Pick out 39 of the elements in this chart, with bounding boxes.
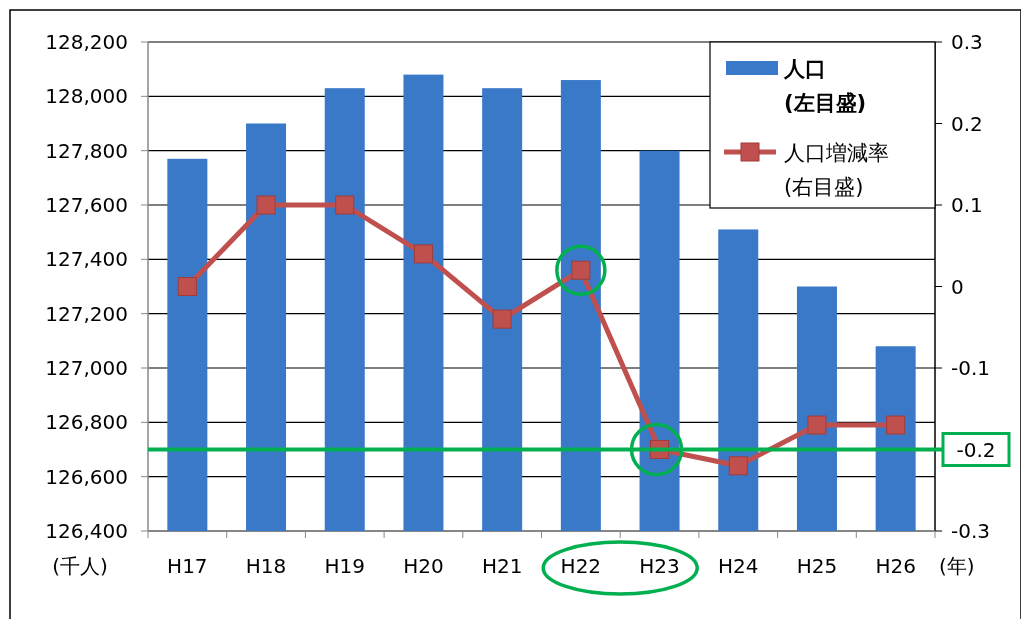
point [728, 456, 748, 476]
x-tick-label: H23 [639, 554, 680, 578]
y2-tick-label: 0.1 [951, 193, 983, 217]
y-tick-label: 126,800 [45, 410, 128, 435]
x-tick-label: H22 [560, 554, 602, 578]
y-tick-label: 128,200 [45, 30, 128, 54]
y-tick-label: 127,000 [45, 356, 128, 380]
legend-label: 人口 (左目盛) [783, 57, 867, 115]
y-tick-label: 126,600 [45, 464, 128, 489]
y2-tick-label: 0.2 [951, 111, 983, 136]
y-tick-label: 127,600 [45, 193, 128, 217]
x-tick-label: H26 [875, 554, 916, 578]
y2-tick-label: -0.3 [951, 519, 991, 543]
point [413, 244, 433, 264]
y-tick-label: 127,400 [45, 247, 128, 272]
x-tick-label: H25 [796, 554, 838, 578]
ref-line-label: -0.2 [956, 437, 996, 462]
y2-tick-label: 0 [951, 274, 964, 299]
y2-tick-label: -0.1 [951, 356, 991, 380]
x-tick-label: H20 [403, 554, 444, 578]
y-tick-label: 128,000 [45, 84, 128, 109]
point [886, 415, 906, 435]
y-tick-label: 127,200 [45, 301, 128, 326]
point [492, 309, 512, 329]
y-axis-title: (千人) [52, 554, 108, 578]
y2-tick-label: 0.3 [951, 30, 983, 54]
point [807, 415, 827, 435]
x-tick-label: H17 [167, 554, 208, 578]
point [177, 277, 197, 296]
x-axis-title: (年) [939, 554, 975, 578]
point [256, 195, 276, 215]
x-tick-label: H21 [481, 554, 523, 578]
point [335, 195, 355, 215]
legend-label: 人口増減率 (右目盛) [784, 141, 889, 199]
y-tick-label: 126,400 [45, 519, 128, 543]
x-tick-label: H24 [718, 554, 759, 578]
x-tick-label: H19 [324, 554, 365, 578]
y-tick-label: 127,800 [45, 138, 128, 163]
x-tick-label: H18 [245, 554, 287, 578]
